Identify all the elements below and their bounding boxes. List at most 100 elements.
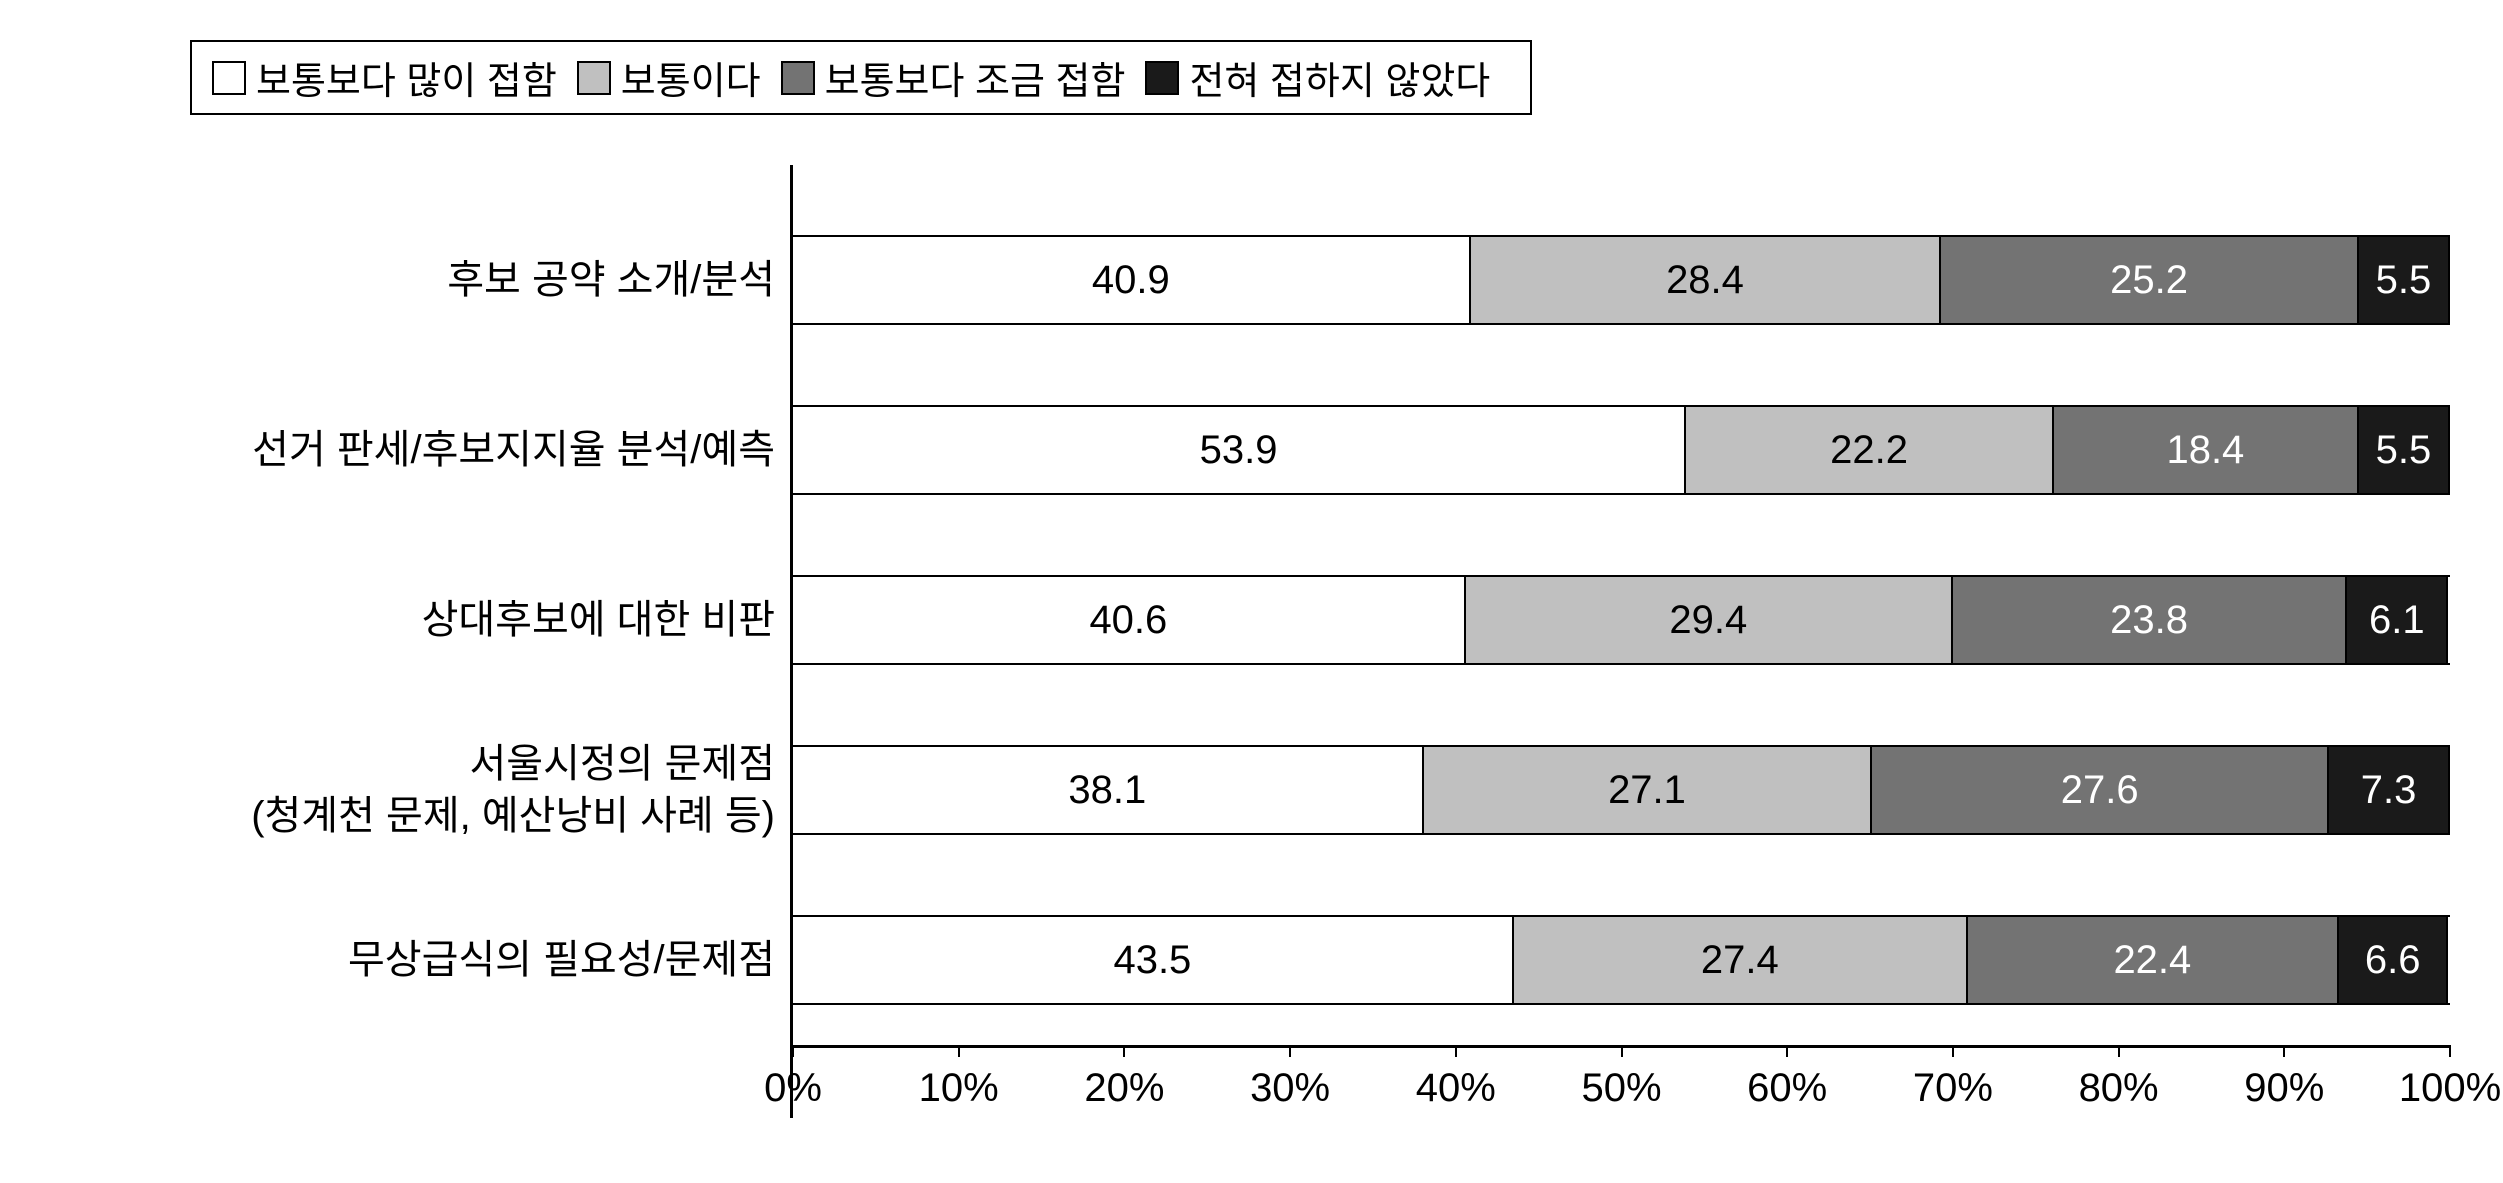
legend-swatch (212, 61, 246, 95)
bar-segment-value: 43.5 (1113, 938, 1191, 983)
legend-swatch (1145, 61, 1179, 95)
category-label: 서울시정의 문제점(청계천 문제, 예산낭비 사례 등) (70, 705, 790, 875)
bar-segment: 28.4 (1471, 237, 1942, 323)
bar-segment: 53.9 (793, 407, 1686, 493)
bar-segment: 27.4 (1514, 917, 1968, 1003)
x-tick-mark (792, 1045, 794, 1057)
category-label: 무상급식의 필요성/문제점 (70, 875, 790, 1045)
x-tick-label: 70% (1913, 1066, 1993, 1111)
x-tick-label: 10% (919, 1066, 999, 1111)
x-tick-label: 30% (1250, 1066, 1330, 1111)
bar-segment: 23.8 (1953, 577, 2347, 663)
bar-segment-value: 7.3 (2361, 768, 2417, 813)
legend-swatch (781, 61, 815, 95)
bar-segment: 5.5 (2359, 237, 2450, 323)
bar-segment-value: 5.5 (2376, 258, 2432, 303)
bar-segment-value: 53.9 (1200, 428, 1278, 473)
bar-segment: 7.3 (2329, 747, 2450, 833)
bar-segment: 43.5 (793, 917, 1514, 1003)
x-tick-label: 90% (2244, 1066, 2324, 1111)
stacked-bar: 40.6 29.4 23.8 6.1 (793, 575, 2450, 665)
bar-row: 38.1 27.1 27.6 7.3 (793, 705, 2450, 875)
x-axis: 0%10%20%30%40%50%60%70%80%90%100% (793, 1048, 2450, 1118)
category-label: 선거 판세/후보지지율 분석/예측 (70, 365, 790, 535)
category-label-line: 후보 공약 소개/분석 (447, 254, 775, 306)
x-tick-label: 40% (1416, 1066, 1496, 1111)
bar-segment-value: 22.4 (2113, 938, 2191, 983)
bar-segment-value: 18.4 (2166, 428, 2244, 473)
chart-body: 후보 공약 소개/분석선거 판세/후보지지율 분석/예측상대후보에 대한 비판서… (70, 165, 2473, 1118)
bar-row: 40.6 29.4 23.8 6.1 (793, 535, 2450, 705)
legend-label: 전혀 접하지 않았다 (1189, 50, 1490, 105)
x-tick-mark (958, 1045, 960, 1057)
category-label: 상대후보에 대한 비판 (70, 535, 790, 705)
bar-row: 53.9 22.2 18.4 5.5 (793, 365, 2450, 535)
bar-segment-value: 40.6 (1089, 598, 1167, 643)
category-label-line: 서울시정의 문제점 (469, 738, 775, 790)
legend-label: 보통이다 (621, 50, 761, 105)
chart-legend: 보통보다 많이 접함 보통이다 보통보다 조금 접함 전혀 접하지 않았다 (190, 40, 1532, 115)
bar-segment: 25.2 (1941, 237, 2359, 323)
bar-segment-value: 38.1 (1068, 768, 1146, 813)
bar-segment-value: 22.2 (1830, 428, 1908, 473)
category-label-line: 무상급식의 필요성/문제점 (348, 934, 775, 986)
x-tick-mark (1621, 1045, 1623, 1057)
x-tick-label: 20% (1084, 1066, 1164, 1111)
legend-swatch (577, 61, 611, 95)
bar-row: 43.5 27.4 22.4 6.6 (793, 875, 2450, 1045)
plot-area: 40.9 28.4 25.2 5.5 53.9 22.2 18.4 5.5 40.6 29.4 23… (790, 165, 2450, 1118)
bar-segment-value: 5.5 (2376, 428, 2432, 473)
legend-item: 보통보다 많이 접함 (212, 50, 557, 105)
bar-segment: 18.4 (2054, 407, 2359, 493)
legend-item: 보통이다 (577, 50, 761, 105)
x-tick-mark (1289, 1045, 1291, 1057)
x-tick-mark (2283, 1045, 2285, 1057)
category-label: 후보 공약 소개/분석 (70, 195, 790, 365)
stacked-bar: 38.1 27.1 27.6 7.3 (793, 745, 2450, 835)
bar-segment: 38.1 (793, 747, 1424, 833)
bar-segment-value: 6.6 (2365, 938, 2421, 983)
stacked-bar: 40.9 28.4 25.2 5.5 (793, 235, 2450, 325)
bar-segment-value: 23.8 (2110, 598, 2188, 643)
bar-segment: 29.4 (1466, 577, 1953, 663)
x-tick-mark (1455, 1045, 1457, 1057)
category-label-line: 선거 판세/후보지지율 분석/예측 (252, 424, 775, 476)
bar-segment: 6.1 (2347, 577, 2448, 663)
bar-segment: 6.6 (2339, 917, 2448, 1003)
stacked-bar-chart: 보통보다 많이 접함 보통이다 보통보다 조금 접함 전혀 접하지 않았다 후보 공약… (20, 20, 2503, 1163)
bar-segment: 40.6 (793, 577, 1466, 663)
x-tick-mark (2118, 1045, 2120, 1057)
category-label-line: 상대후보에 대한 비판 (422, 594, 775, 646)
bar-row: 40.9 28.4 25.2 5.5 (793, 195, 2450, 365)
x-tick-mark (1952, 1045, 1954, 1057)
category-label-line: (청계천 문제, 예산낭비 사례 등) (251, 790, 775, 842)
x-tick-mark (1123, 1045, 1125, 1057)
bar-segment-value: 27.1 (1608, 768, 1686, 813)
bar-segment: 27.1 (1424, 747, 1873, 833)
legend-label: 보통보다 많이 접함 (256, 50, 557, 105)
bar-segment-value: 27.6 (2061, 768, 2139, 813)
legend-item: 보통보다 조금 접함 (781, 50, 1126, 105)
bar-segment: 22.2 (1686, 407, 2054, 493)
stacked-bar: 43.5 27.4 22.4 6.6 (793, 915, 2450, 1005)
bar-segment-value: 6.1 (2369, 598, 2425, 643)
x-tick-mark (1786, 1045, 1788, 1057)
x-tick-mark (2449, 1045, 2451, 1057)
x-tick-label: 60% (1747, 1066, 1827, 1111)
legend-item: 전혀 접하지 않았다 (1145, 50, 1490, 105)
bar-segment-value: 29.4 (1669, 598, 1747, 643)
bar-segment-value: 28.4 (1666, 258, 1744, 303)
bar-segment-value: 40.9 (1092, 258, 1170, 303)
bar-segment-value: 25.2 (2110, 258, 2188, 303)
x-tick-label: 80% (2079, 1066, 2159, 1111)
stacked-bar: 53.9 22.2 18.4 5.5 (793, 405, 2450, 495)
x-tick-label: 100% (2399, 1066, 2501, 1111)
legend-label: 보통보다 조금 접함 (825, 50, 1126, 105)
bar-segment: 5.5 (2359, 407, 2450, 493)
bar-segment-value: 27.4 (1701, 938, 1779, 983)
bar-segment: 22.4 (1968, 917, 2339, 1003)
bar-segment: 40.9 (793, 237, 1471, 323)
x-tick-label: 0% (764, 1066, 822, 1111)
y-axis-labels: 후보 공약 소개/분석선거 판세/후보지지율 분석/예측상대후보에 대한 비판서… (70, 165, 790, 1118)
x-tick-label: 50% (1581, 1066, 1661, 1111)
